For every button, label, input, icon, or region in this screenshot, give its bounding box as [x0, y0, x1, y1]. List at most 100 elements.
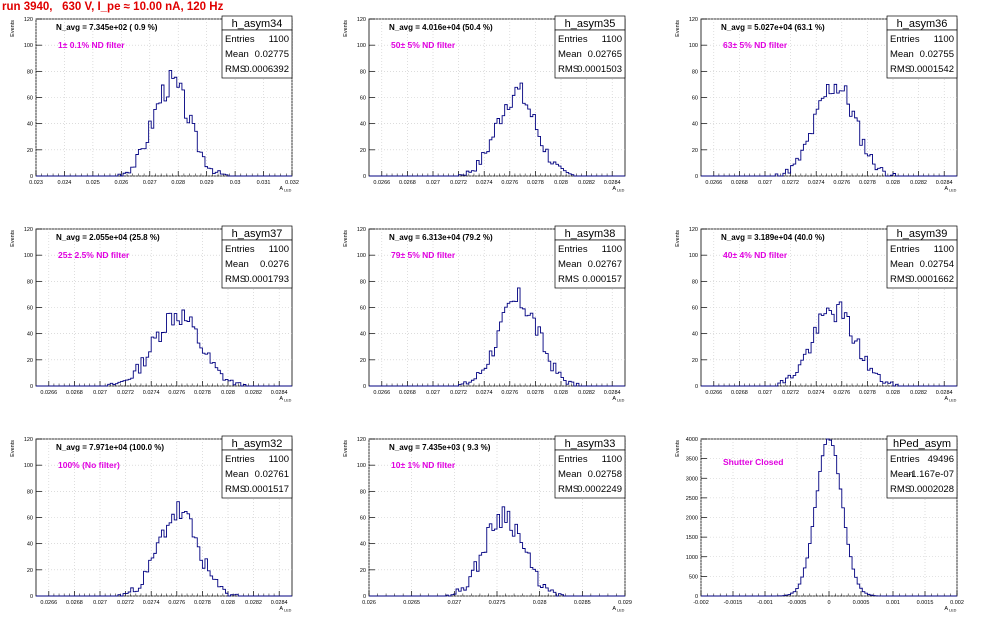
navg-label: N_avg = 3.189e+04 (40.0 %)	[721, 233, 825, 242]
y-tick-label: 0	[363, 174, 366, 180]
stats-value: 0.02761	[255, 469, 289, 480]
y-tick-label: 0	[695, 384, 698, 390]
x-tick-label: 0.0274	[808, 180, 825, 186]
x-tick-label: 0.0274	[808, 390, 825, 396]
x-axis-label: A	[612, 186, 616, 192]
y-axis-label: Events	[675, 440, 681, 457]
x-axis-label: A	[279, 606, 283, 612]
filter-label: Shutter Closed	[723, 457, 783, 467]
x-tick-label: 0.0272	[117, 390, 134, 396]
histogram-line	[701, 83, 957, 177]
y-tick-label: 80	[360, 69, 366, 75]
x-tick-label: 0.027	[93, 600, 107, 606]
y-tick-label: 20	[360, 568, 366, 574]
y-tick-label: 60	[692, 306, 698, 312]
filter-label: 50± 5% ND filter	[391, 40, 456, 50]
stats-label: Mean	[225, 469, 249, 480]
x-tick-label: 0.0278	[527, 390, 544, 396]
x-axis-label: A	[944, 186, 948, 192]
x-axis-label: A	[944, 606, 948, 612]
y-tick-label: 500	[689, 574, 698, 580]
stats-box	[886, 29, 958, 79]
y-tick-label: 0	[363, 594, 366, 600]
stats-value: 0.02758	[588, 469, 622, 480]
histogram-title: h_asym37	[232, 228, 283, 240]
stats-label: RMS	[558, 64, 579, 75]
histogram-title: h_asym33	[565, 438, 616, 450]
y-tick-label: 20	[27, 568, 33, 574]
stats-label: Entries	[890, 244, 920, 255]
filter-label: 10± 1% ND filter	[391, 460, 456, 470]
x-tick-label: 0.0276	[833, 180, 850, 186]
x-tick-label: 0.0282	[245, 600, 262, 606]
stats-value: 1100	[934, 34, 954, 45]
stats-label: Entries	[558, 454, 588, 465]
y-tick-label: 120	[24, 17, 33, 23]
y-tick-label: 60	[360, 96, 366, 102]
y-tick-label: 60	[27, 516, 33, 522]
stats-label: Mean	[558, 469, 582, 480]
y-tick-label: 40	[360, 332, 366, 338]
histogram-title: hPed_asym	[893, 438, 951, 450]
x-tick-label: 0.029	[200, 180, 214, 186]
navg-label: N_avg = 7.345e+02 ( 0.9 %)	[56, 23, 158, 32]
y-axis-label: Events	[343, 230, 349, 247]
x-tick-label: 0.028	[886, 180, 900, 186]
x-tick-label: 0.026	[362, 600, 376, 606]
y-tick-label: 60	[27, 96, 33, 102]
y-tick-label: 80	[27, 279, 33, 285]
y-tick-label: 3000	[686, 476, 698, 482]
stats-box	[221, 239, 293, 289]
navg-label: N_avg = 7.435e+03 ( 9.3 %)	[389, 443, 491, 452]
histogram-panel-h_asym39: 0.0266 0.0268 0.027 0.0272 0.0274 0.0276 0.027…	[675, 225, 958, 403]
x-tick-label: 0.0005	[853, 600, 870, 606]
stats-label: RMS	[225, 64, 246, 75]
histogram-title: h_asym39	[897, 228, 948, 240]
x-tick-label: 0.0266	[40, 600, 57, 606]
x-tick-label: -0.0005	[788, 600, 807, 606]
y-tick-label: 100	[24, 43, 33, 49]
stats-label: Mean	[890, 49, 914, 60]
stats-label: Entries	[225, 454, 255, 465]
x-axis-label-subscript: LED	[949, 609, 957, 613]
y-tick-label: 100	[24, 463, 33, 469]
x-tick-label: 0.027	[447, 600, 461, 606]
x-tick-label: 0.0278	[859, 180, 876, 186]
filter-label: 1± 0.1% ND filter	[58, 40, 125, 50]
x-axis-label-subscript: LED	[949, 399, 957, 403]
filter-label: 25± 2.5% ND filter	[58, 250, 130, 260]
y-tick-label: 120	[357, 17, 366, 23]
x-tick-label: 0.032	[285, 180, 299, 186]
y-tick-label: 60	[360, 306, 366, 312]
x-tick-label: 0.0266	[373, 180, 390, 186]
stats-label: Entries	[225, 244, 255, 255]
histogram-panel-h_asym37: 0.0266 0.0268 0.027 0.0272 0.0274 0.0276 0.027…	[10, 225, 293, 403]
x-tick-label: 0.0282	[578, 180, 595, 186]
x-tick-label: 0.028	[554, 180, 568, 186]
stats-label: RMS	[890, 484, 911, 495]
y-axis-label: Events	[675, 20, 681, 37]
run-header: run 3940, 630 V, I_pe ≈ 10.00 nA, 120 Hz	[2, 1, 224, 13]
stats-box	[886, 239, 958, 289]
histogram-line	[369, 506, 625, 597]
stats-value: 0.0002028	[909, 484, 954, 495]
stats-label: RMS	[225, 274, 246, 285]
y-tick-label: 2000	[686, 516, 698, 522]
y-tick-label: 40	[27, 332, 33, 338]
x-tick-label: 0.0272	[450, 390, 467, 396]
x-axis-label-subscript: LED	[617, 189, 625, 193]
x-tick-label: 0.028	[171, 180, 185, 186]
stats-label: RMS	[225, 484, 246, 495]
stats-label: Mean	[890, 469, 914, 480]
stats-box	[554, 29, 626, 79]
x-axis-label: A	[279, 396, 283, 402]
x-tick-label: 0.001	[886, 600, 900, 606]
stats-label: Entries	[890, 34, 920, 45]
stats-value: 1100	[602, 244, 622, 255]
x-tick-label: 0.028	[554, 390, 568, 396]
y-tick-label: 20	[360, 148, 366, 154]
y-tick-label: 40	[27, 122, 33, 128]
stats-value: 1100	[269, 244, 289, 255]
y-tick-label: 20	[27, 148, 33, 154]
y-tick-label: 20	[692, 148, 698, 154]
